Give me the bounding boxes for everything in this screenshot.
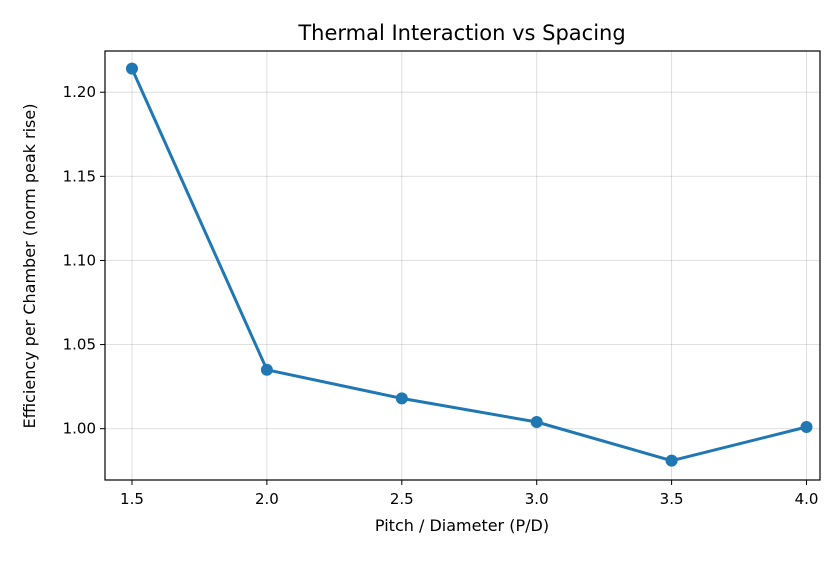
data-point bbox=[125, 62, 138, 75]
grid-lines bbox=[105, 51, 820, 480]
x-tick-label: 3.5 bbox=[660, 490, 684, 508]
data-point bbox=[260, 363, 273, 376]
x-axis-label: Pitch / Diameter (P/D) bbox=[375, 516, 549, 535]
data-point bbox=[395, 392, 408, 405]
y-tick-label: 1.15 bbox=[63, 167, 96, 185]
y-tick-label: 1.20 bbox=[63, 83, 96, 101]
x-tick-label: 1.5 bbox=[120, 490, 144, 508]
x-tick-label: 3.0 bbox=[525, 490, 549, 508]
y-tick-label: 1.05 bbox=[63, 336, 96, 354]
y-tick-label: 1.10 bbox=[63, 251, 96, 269]
chart-title: Thermal Interaction vs Spacing bbox=[297, 21, 625, 45]
data-point bbox=[665, 454, 678, 467]
x-tick-label: 2.0 bbox=[255, 490, 279, 508]
data-series bbox=[125, 62, 813, 467]
axis-ticks: 1.5 2.0 2.5 3.0 3.5 4.0 1.00 1.05 1.10 1.15 1.20 bbox=[63, 83, 819, 508]
data-point bbox=[800, 421, 813, 434]
plot-frame bbox=[104, 50, 821, 481]
series-line bbox=[130, 67, 808, 463]
x-tick-label: 4.0 bbox=[795, 490, 819, 508]
y-axis-label: Efficiency per Chamber (norm peak rise) bbox=[20, 104, 39, 429]
data-point bbox=[530, 415, 543, 428]
x-tick-label: 2.5 bbox=[390, 490, 414, 508]
y-tick-label: 1.00 bbox=[63, 420, 96, 438]
